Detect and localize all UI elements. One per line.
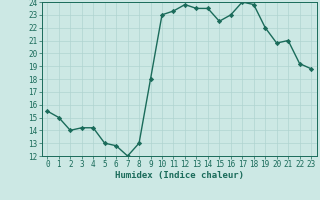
X-axis label: Humidex (Indice chaleur): Humidex (Indice chaleur) (115, 171, 244, 180)
